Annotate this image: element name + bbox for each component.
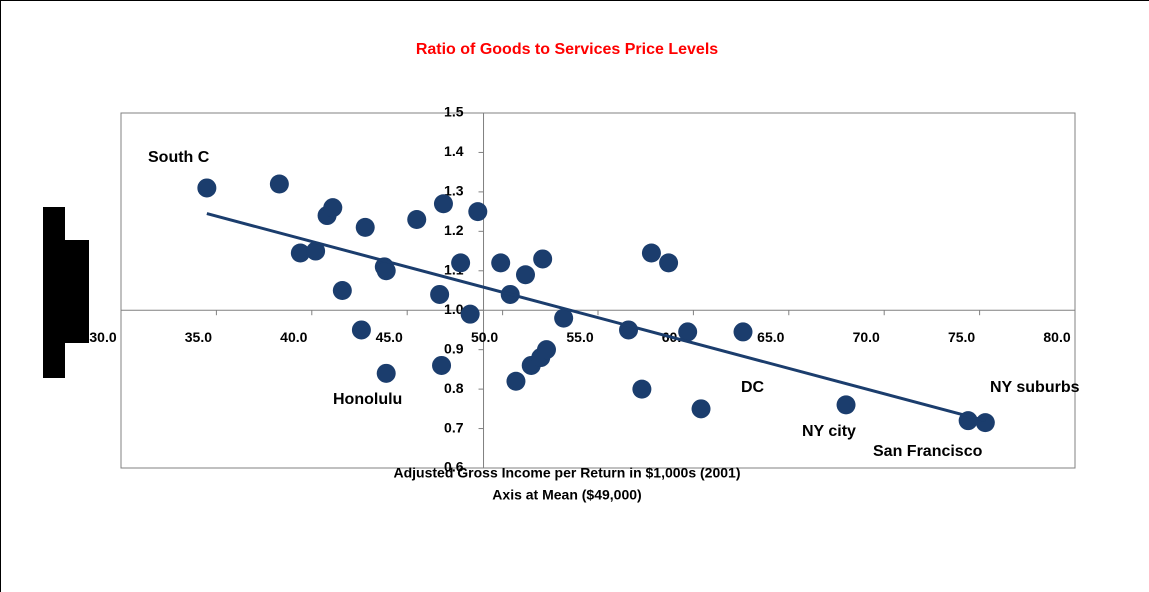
- point: [641, 243, 661, 263]
- point: [351, 320, 371, 340]
- annotation: DC: [741, 379, 765, 396]
- point: [376, 363, 396, 383]
- point: [468, 202, 488, 222]
- x-tick-label: 65.0: [757, 329, 784, 345]
- x-tick-label: 45.0: [376, 329, 403, 345]
- y-tick-label: 0.8: [444, 380, 464, 396]
- point: [678, 322, 698, 342]
- x-tick-label: 55.0: [566, 329, 593, 345]
- annotation: NY suburbs: [990, 379, 1080, 396]
- x-axis-label: Axis at Mean ($49,000): [492, 487, 641, 503]
- point: [323, 198, 343, 218]
- point: [659, 253, 679, 273]
- point: [430, 284, 450, 304]
- point: [533, 249, 553, 269]
- y-tick-label: 1.0: [444, 301, 464, 317]
- chart-title: Ratio of Goods to Services Price Levels: [416, 41, 718, 58]
- x-tick-label: 80.0: [1043, 329, 1070, 345]
- plot-area: [120, 112, 1076, 469]
- point: [491, 253, 511, 273]
- trendline: [206, 212, 986, 423]
- point: [733, 322, 753, 342]
- point: [432, 355, 452, 375]
- annotation: Honolulu: [333, 391, 402, 408]
- point: [691, 399, 711, 419]
- point: [332, 281, 352, 300]
- point: [407, 210, 427, 229]
- y-tick-label: 1.5: [444, 104, 464, 120]
- x-tick-label: 75.0: [948, 329, 975, 345]
- decor-bar: [65, 240, 89, 343]
- x-axis-label: Adjusted Gross Income per Return in $1,0…: [393, 465, 740, 481]
- point: [460, 304, 480, 324]
- annotation: NY city: [802, 423, 856, 440]
- point: [197, 178, 217, 198]
- x-tick-label: 40.0: [280, 329, 307, 345]
- point: [451, 253, 471, 273]
- point: [506, 371, 526, 391]
- annotation: San Francisco: [873, 443, 983, 460]
- point: [306, 241, 326, 261]
- point: [290, 243, 310, 263]
- x-tick-label: 70.0: [853, 329, 880, 345]
- point: [536, 340, 556, 360]
- point: [269, 174, 289, 194]
- x-tick-label: 30.0: [89, 329, 116, 345]
- point: [355, 217, 375, 237]
- point: [975, 413, 995, 433]
- point: [836, 395, 856, 415]
- point: [376, 261, 396, 281]
- y-tick-label: 0.6: [444, 459, 464, 475]
- y-tick-label: 0.7: [444, 419, 464, 435]
- y-tick-label: 1.2: [444, 222, 464, 238]
- y-tick-label: 0.9: [444, 340, 464, 356]
- annotation: South C: [148, 149, 210, 166]
- point: [433, 194, 453, 214]
- decor-bar: [43, 207, 65, 378]
- x-tick-label: 50.0: [471, 329, 498, 345]
- point: [632, 379, 652, 399]
- x-tick-label: 35.0: [185, 329, 212, 345]
- y-tick-label: 1.3: [444, 183, 464, 199]
- point: [515, 265, 535, 285]
- point: [554, 308, 574, 328]
- y-tick-label: 1.4: [444, 143, 464, 159]
